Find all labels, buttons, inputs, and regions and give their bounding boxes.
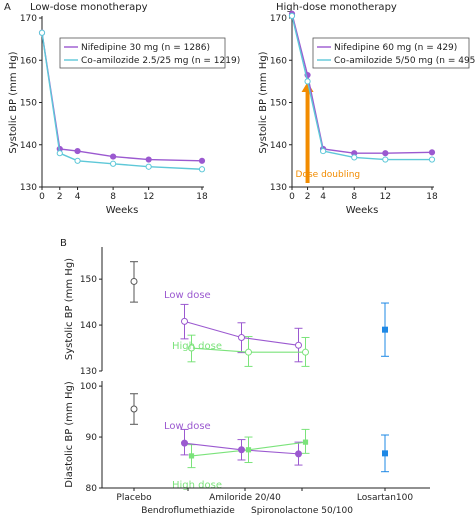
y-tick-label: 140 [80,321,97,331]
y-axis-label: Diastolic BP (mm Hg) [64,381,75,488]
data-point [110,153,117,160]
y-tick-label: 90 [86,433,98,443]
y-tick-label: 160 [20,56,37,66]
high-dose-point [302,348,309,356]
y-tick-label: 130 [20,183,37,193]
panel-label-b: B [60,238,67,249]
x-tick-label: 12 [143,192,154,202]
chart-title: Low-dose monotherapy [30,2,148,13]
data-point [428,156,436,163]
x-tick-label: 4 [320,192,326,202]
losartan-point [382,450,388,457]
high-dose-point [188,344,195,352]
y-axis-label: Systolic BP (mm Hg) [64,258,75,360]
data-point [320,147,327,155]
x-tick-label: 2 [57,192,63,202]
series-line-1 [291,15,432,161]
category-label: Bendroflumethiazide [141,506,235,516]
data-point [351,154,358,161]
dose-doubling-label: Dose doubling [296,170,361,180]
y-tick-label: 170 [270,14,287,24]
legend-label: Co-amilozide 5/50 mg (n = 495) [334,56,476,66]
x-tick-label: 0 [39,192,45,202]
low-dose-label: Low dose [164,421,211,432]
legend-label: Co-amilozide 2.5/25 mg (n = 1219) [81,56,240,66]
data-point [288,12,296,19]
data-point [74,157,81,164]
x-tick-label: 0 [289,192,295,202]
data-point [38,29,46,36]
y-tick-label: 150 [80,275,97,285]
low-dose-point [295,450,302,458]
data-point [382,150,389,157]
high-dose-label: High dose [172,480,222,491]
legend-label: Nifedipine 60 mg (n = 429) [334,43,457,53]
y-tick-label: 130 [80,367,97,377]
low-dose-label: Low dose [164,290,211,301]
high-dose-point [245,348,252,356]
data-point [145,156,152,163]
low-dose-point [238,446,245,454]
data-point [56,150,63,157]
low-dose-point [295,341,302,349]
y-axis-label: Systolic BP (mm Hg) [8,51,19,153]
chart-systolic-by-drug: 130 140 150 Systolic BP (mm Hg) Low dose High… [64,247,389,377]
category-label: Spironolactone 50/100 [251,506,353,516]
panel-label-a: A [4,2,11,13]
x-axis-label: Weeks [106,205,139,216]
legend-label: Nifedipine 30 mg (n = 1286) [81,43,210,53]
y-tick-label: 140 [20,141,37,151]
data-point [198,157,206,164]
placebo-point [130,405,138,413]
legend-box [59,37,226,69]
low-dose-point [238,333,245,341]
data-point [382,156,389,163]
legend-box [312,37,470,69]
x-tick-label: 8 [110,192,116,202]
low-dose-point [181,439,188,447]
chart-high-dose: High-dose monotherapy 130 140 150 160 170 0 2 4 8… [258,2,476,216]
chart-title: High-dose monotherapy [276,2,397,13]
x-tick-label: 4 [75,192,81,202]
y-tick-label: 130 [270,183,287,193]
series-line-0 [291,13,433,154]
y-tick-label: 150 [20,99,37,109]
category-label: Placebo [116,493,152,503]
placebo-point [130,277,138,285]
chart-diastolic-by-drug: 80 90 100 Diastolic BP (mm Hg) Low dose High … [64,381,430,516]
x-tick-label: 18 [196,192,208,202]
category-label: Amiloride 20/40 [209,493,281,503]
y-tick-label: 140 [270,141,287,151]
y-tick-label: 170 [20,14,37,24]
y-tick-label: 160 [270,56,287,66]
high-dose-point [188,453,195,459]
data-point [145,163,152,170]
data-point [74,147,81,155]
chart-low-dose: Low-dose monotherapy 130 140 150 160 170 0 2 4 8 1… [8,2,240,216]
category-label: Losartan100 [357,493,413,503]
high-dose-label: High dose [172,341,222,352]
data-point [198,166,206,173]
losartan-point [382,326,388,333]
y-tick-label: 150 [270,99,287,109]
high-dose-point [245,447,252,453]
x-tick-label: 2 [305,192,311,202]
high-dose-point [302,439,309,445]
data-point [304,78,311,85]
x-axis-label: Weeks [346,205,379,216]
x-tick-label: 18 [426,192,438,202]
y-tick-label: 80 [86,484,98,494]
series-line-1 [41,32,203,170]
data-point [428,149,436,156]
y-tick-label: 100 [80,382,97,392]
y-axis-label: Systolic BP (mm Hg) [258,51,269,153]
low-dose-point [181,317,188,325]
x-tick-label: 12 [380,192,391,202]
x-tick-label: 8 [351,192,357,202]
data-point [110,160,117,167]
